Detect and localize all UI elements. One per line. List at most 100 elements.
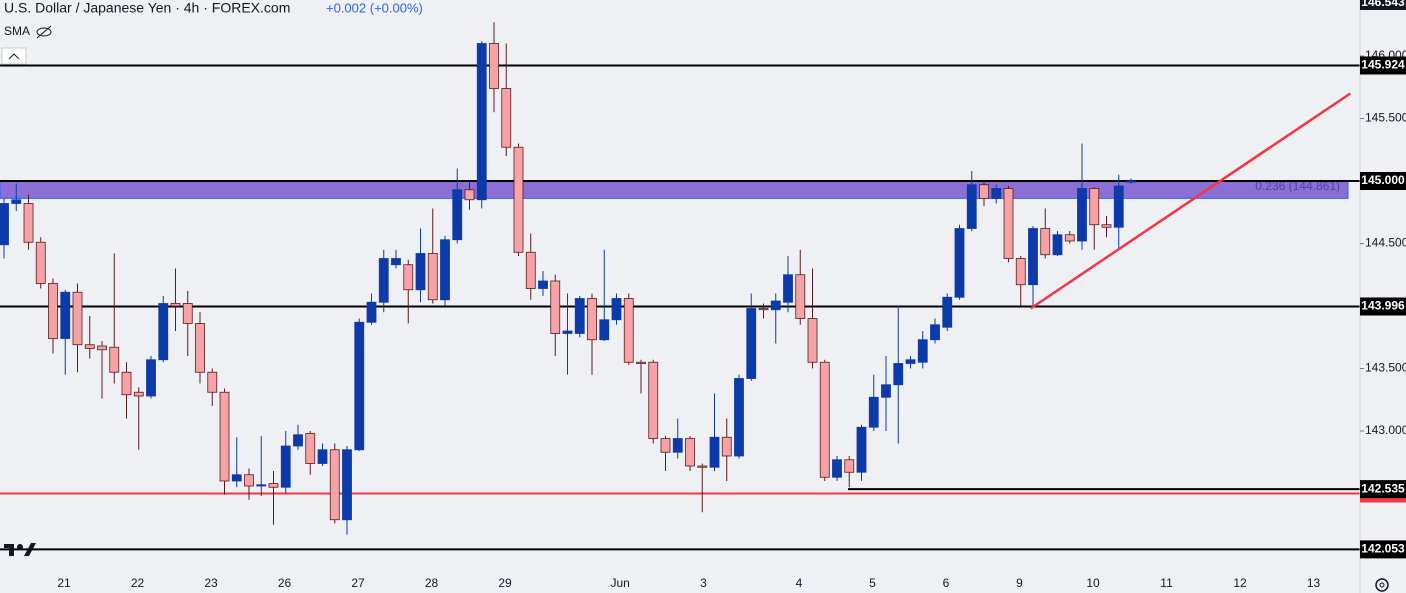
x-tick-label: 21	[57, 576, 71, 590]
candle	[783, 256, 793, 313]
candle	[0, 198, 9, 259]
candle	[391, 249, 401, 269]
candle	[1064, 231, 1075, 244]
candle-body	[170, 303, 181, 307]
candle	[636, 359, 646, 394]
candle-body	[917, 339, 928, 363]
fib-label: 0.236 (144.861)	[1255, 179, 1340, 193]
candle-body	[966, 184, 977, 229]
price-change: +0.002 (+0.00%)	[326, 0, 423, 15]
candle-body	[709, 436, 720, 468]
candle-body	[452, 189, 463, 241]
chart-title: U.S. Dollar / Japanese Yen · 4h · FOREX.…	[4, 0, 290, 16]
candle	[440, 236, 450, 306]
x-tick-label: Jun	[610, 576, 629, 590]
candle-body	[244, 474, 254, 487]
candle	[550, 274, 561, 356]
candle-body	[48, 283, 58, 339]
candle	[1003, 186, 1014, 263]
candle	[832, 456, 842, 481]
candle	[513, 143, 524, 256]
candle-body	[783, 274, 793, 303]
candle	[244, 468, 254, 500]
level-box-label: 145.000	[1361, 173, 1405, 187]
logo	[4, 543, 36, 556]
candle	[844, 456, 855, 488]
candle-body	[636, 361, 646, 364]
candle-body	[146, 359, 156, 397]
candle	[23, 194, 34, 250]
candle-body	[881, 384, 891, 398]
candle-body	[342, 449, 352, 521]
candle-body	[0, 203, 9, 246]
y-tick-label: 145.500	[1365, 111, 1406, 125]
candle-body	[574, 298, 585, 334]
candle-body	[942, 296, 953, 328]
candle	[574, 296, 585, 338]
candle	[611, 293, 622, 325]
candle-body	[121, 371, 132, 396]
candle-body	[415, 253, 426, 291]
candle	[1077, 143, 1087, 250]
candle	[587, 293, 597, 375]
candle-body	[133, 391, 144, 397]
candle-body	[489, 43, 499, 89]
candle-body	[770, 300, 781, 311]
candle	[489, 22, 499, 113]
candle-body	[734, 378, 744, 457]
candle	[770, 293, 781, 344]
candle-body	[660, 438, 671, 453]
level-box	[1360, 297, 1406, 316]
candle	[317, 443, 328, 466]
collapse-button[interactable]	[1, 47, 27, 65]
candle	[219, 388, 230, 495]
candle-body	[35, 241, 46, 284]
level-box-label: 143.996	[1361, 299, 1405, 313]
candle-body	[23, 203, 34, 243]
x-tick-label: 13	[1307, 576, 1321, 590]
candle-body	[648, 361, 659, 439]
x-tick-label: 9	[1016, 576, 1023, 590]
candle	[562, 293, 573, 375]
candle-body	[1101, 224, 1112, 228]
candle	[685, 436, 695, 471]
level-box-label: 142.535	[1361, 481, 1405, 495]
candle-body	[979, 184, 989, 199]
candle	[452, 168, 463, 244]
candle	[231, 437, 242, 488]
candle	[1028, 226, 1038, 306]
candle	[979, 181, 989, 206]
candle-body	[538, 280, 548, 289]
scale-top-box	[1360, 0, 1406, 10]
candle	[415, 228, 426, 303]
eye-icon[interactable]	[36, 25, 52, 39]
candle	[35, 237, 46, 289]
candle-body	[305, 433, 316, 464]
candle	[966, 171, 977, 231]
candle-body	[11, 199, 22, 204]
candle-body	[525, 251, 536, 289]
candle-body	[868, 396, 879, 428]
indicator-name[interactable]: SMA	[4, 24, 30, 38]
candle-body	[268, 483, 279, 488]
candle	[60, 289, 71, 375]
candle-body	[1064, 234, 1075, 242]
candle	[354, 318, 365, 451]
settings-icon[interactable]	[1375, 578, 1389, 592]
candle-body	[697, 465, 708, 468]
x-tick-label: 11	[1160, 576, 1173, 590]
candle-body	[280, 445, 291, 488]
candle-body	[1028, 228, 1038, 286]
candle	[758, 303, 769, 319]
candle	[905, 356, 916, 369]
candle-body	[721, 436, 732, 457]
candle-body	[954, 228, 965, 298]
candle-body	[476, 43, 487, 201]
candle	[170, 268, 181, 331]
candle	[1101, 216, 1112, 238]
level-box-label: 142.053	[1361, 542, 1405, 556]
candle-body	[562, 330, 573, 334]
candle	[403, 259, 414, 324]
candle	[121, 362, 132, 419]
